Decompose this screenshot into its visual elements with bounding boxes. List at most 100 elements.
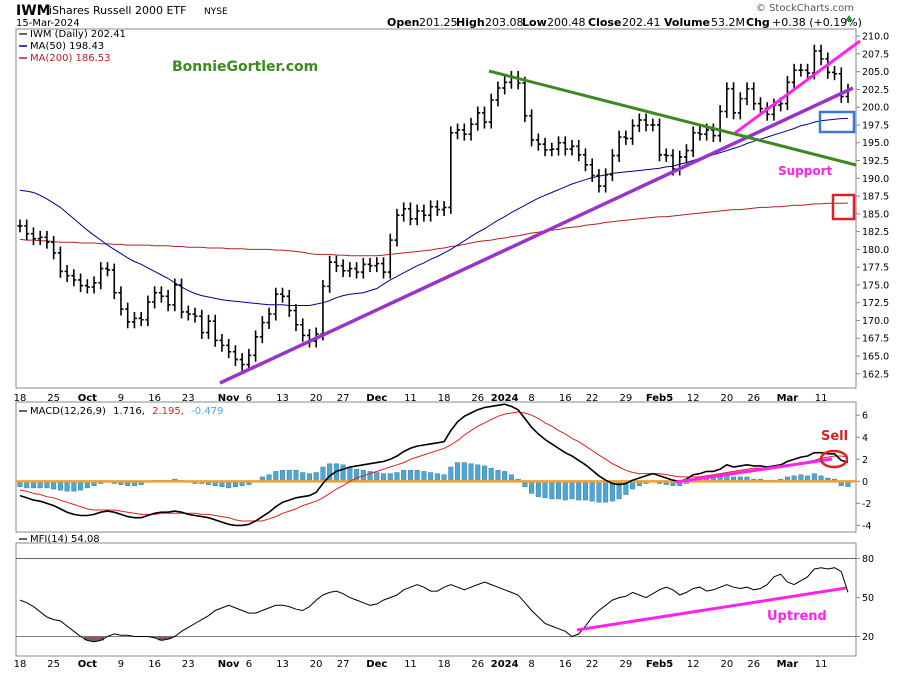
x-tick-label: 20 <box>310 393 323 404</box>
ma50-legend-text: MA(50) 198.43 <box>30 41 104 52</box>
price-y-tick-label: 190.0 <box>862 174 889 185</box>
x-tick-label: Nov <box>218 393 240 404</box>
purple-trend-line <box>219 86 854 385</box>
macd-histogram-bar <box>448 466 454 482</box>
price-y-tick-label: 185.0 <box>862 209 889 220</box>
macd-uptrend-line <box>675 457 833 484</box>
macd-histogram-bar <box>603 481 609 503</box>
macd-histogram-bar <box>354 469 360 482</box>
x-tick-label: Feb5 <box>646 659 673 670</box>
x-tick-label: Oct <box>78 393 97 404</box>
macd-histogram-bar <box>569 481 575 500</box>
x-tick-label: 6 <box>246 393 252 404</box>
stockcharts-credit: © StockCharts.com <box>756 3 854 14</box>
x-tick-label: Dec <box>366 393 387 404</box>
x-tick-label: 12 <box>687 393 700 404</box>
x-tick-label: 16 <box>148 393 161 404</box>
ma200-line <box>19 202 849 257</box>
x-tick-label: 13 <box>276 659 289 670</box>
price-y-tick-label: 195.0 <box>862 138 889 149</box>
x-tick-label: 29 <box>619 659 632 670</box>
mfi-uptrend-line <box>576 586 847 632</box>
mfi-y-ticks: 20 50 80 <box>16 554 874 643</box>
x-tick-label: 25 <box>47 659 60 670</box>
chart-symbol: IWM <box>16 3 51 19</box>
x-tick-label: Mar <box>777 659 799 670</box>
x-tick-label: 8 <box>528 659 534 670</box>
price-y-tick-label: 182.5 <box>862 227 889 238</box>
x-tick-label: 25 <box>47 393 60 404</box>
mfi-y-tick-label: 50 <box>862 593 874 604</box>
macd-histogram-bar <box>495 470 501 482</box>
price-y-tick-label: 207.5 <box>862 49 889 60</box>
mfi-legend: MFI(14) 54.08 <box>19 534 100 545</box>
magenta-trend-line <box>734 39 861 135</box>
macd-histogram-bar <box>286 470 292 482</box>
macd-histogram-bar <box>414 470 420 482</box>
x-tick-label: 16 <box>559 659 572 670</box>
x-tick-label: 23 <box>182 659 195 670</box>
macd-histogram-bar <box>300 472 306 482</box>
macd-histogram-bar <box>468 463 474 482</box>
high-value: 203.08 <box>485 16 524 29</box>
macd-histogram-bar <box>576 481 582 501</box>
sell-circle <box>819 449 849 469</box>
price-y-tick-label: 165.0 <box>862 352 889 363</box>
chg-label: Chg <box>746 16 770 29</box>
x-tick-label: 18 <box>438 393 451 404</box>
x-tick-label: 27 <box>337 393 350 404</box>
ma200-highlight-box <box>831 193 856 221</box>
x-tick-label: Feb5 <box>646 393 673 404</box>
macd-histogram-bar <box>320 466 326 482</box>
x-tick-label: 12 <box>687 659 700 670</box>
x-tick-label: 6 <box>246 659 252 670</box>
x-tick-label: 20 <box>720 393 733 404</box>
price-y-tick-label: 170.0 <box>862 316 889 327</box>
macd-histogram-bar <box>535 481 541 497</box>
open-label: Open <box>387 16 420 29</box>
close-value: 202.41 <box>622 16 661 29</box>
x-tick-label: 9 <box>118 393 124 404</box>
x-tick-label: 18 <box>438 659 451 670</box>
price-y-tick-label: 177.5 <box>862 263 889 274</box>
x-tick-label: 16 <box>559 393 572 404</box>
price-x-axis: 18 25 Oct 9 16 23 Nov 6 13 20 27 Dec 11 18 26 2024 8 16 22… <box>14 393 828 404</box>
watermark-text: BonnieGortler.com <box>172 59 318 75</box>
x-tick-label: 22 <box>586 393 599 404</box>
macd-histogram-bar <box>562 481 568 501</box>
green-downtrend-line <box>488 69 857 167</box>
macd-histogram-bar <box>64 481 70 492</box>
macd-histogram-bar <box>407 470 413 482</box>
volume-value: 53.2M <box>711 16 745 29</box>
x-tick-label: 16 <box>148 659 161 670</box>
x-tick-label: 18 <box>14 659 27 670</box>
macd-histogram-bar <box>488 467 494 482</box>
x-tick-label: 18 <box>14 393 27 404</box>
price-y-tick-label: 167.5 <box>862 334 889 345</box>
macd-histogram-bar <box>280 470 286 482</box>
macd-histogram-bar <box>596 481 602 503</box>
macd-legend: MACD(12,26,9) 1.716, 2.195, -0.479 <box>19 406 223 417</box>
x-tick-label: 13 <box>276 393 289 404</box>
macd-histogram-bar <box>529 481 535 494</box>
macd-histogram-bar <box>340 464 346 482</box>
x-tick-label: 11 <box>404 659 417 670</box>
price-y-tick-label: 175.0 <box>862 280 889 291</box>
price-y-tick-label: 187.5 <box>862 192 889 203</box>
macd-legend-name: MACD(12,26,9) <box>30 406 106 417</box>
close-label: Close <box>588 16 621 29</box>
macd-histogram-bar <box>273 471 279 482</box>
chart-security-name: iShares Russell 2000 ETF <box>49 4 186 17</box>
price-y-ticks: 162.5 165.0 167.5 170.0 172.5 175.0 177.5 180.0… <box>856 32 889 380</box>
price-y-tick-label: 162.5 <box>862 369 889 380</box>
chart-date: 15-Mar-2024 <box>16 18 80 29</box>
support-label: Support <box>778 164 833 178</box>
mfi-line <box>19 567 849 643</box>
mfi-legend-text: MFI(14) 54.08 <box>30 534 100 545</box>
price-y-tick-label: 180.0 <box>862 245 889 256</box>
price-y-tick-label: 200.0 <box>862 103 889 114</box>
price-y-tick-label: 210.0 <box>862 32 889 43</box>
x-tick-label: 8 <box>528 393 534 404</box>
macd-histogram-bar <box>549 481 555 500</box>
